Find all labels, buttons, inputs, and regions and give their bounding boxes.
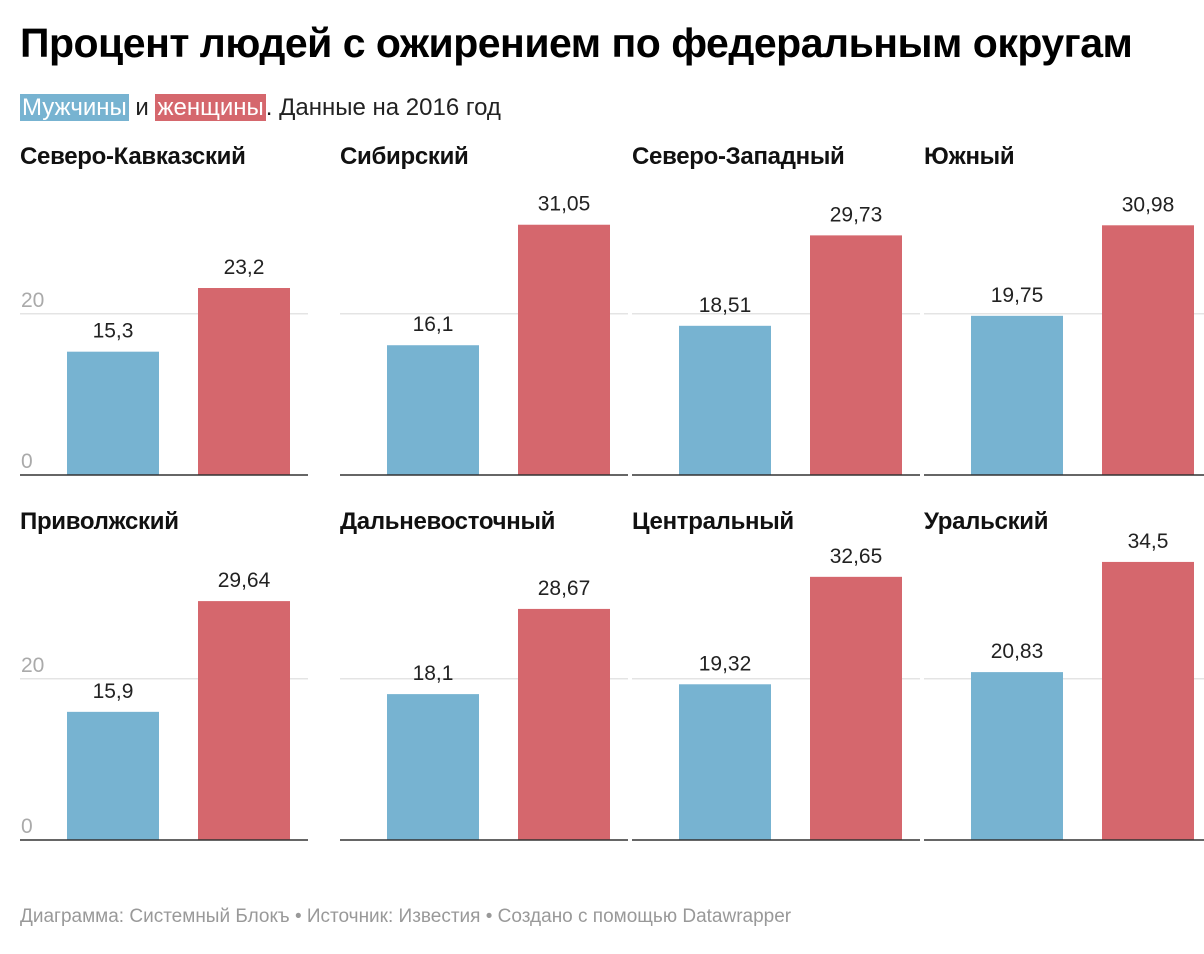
region-title: Уральский bbox=[924, 508, 1049, 535]
bar-women bbox=[518, 608, 610, 840]
bar-value-label: 20,83 bbox=[991, 640, 1044, 663]
y-tick-label: 0 bbox=[21, 450, 33, 473]
bar-women bbox=[810, 235, 902, 475]
bar-value-label: 18,1 bbox=[413, 662, 454, 685]
region-title: Северо-Западный bbox=[632, 143, 845, 170]
region-title: Приволжский bbox=[20, 508, 179, 535]
bar-women bbox=[1102, 561, 1194, 840]
region-panel: Центральный 19,32 32,65 bbox=[632, 508, 922, 848]
chart-footer: Диаграмма: Системный Блокъ • Источник: И… bbox=[20, 906, 792, 927]
region-title: Северо-Кавказский bbox=[20, 143, 246, 170]
bar-men bbox=[971, 672, 1063, 840]
bar-value-label: 18,51 bbox=[699, 294, 752, 317]
bar-men bbox=[679, 684, 771, 840]
bar-value-label: 32,65 bbox=[830, 545, 883, 568]
bar-men bbox=[387, 345, 479, 475]
region-chart: 18,1 28,67 bbox=[340, 577, 628, 841]
legend-men: Мужчины bbox=[20, 94, 129, 121]
bar-value-label: 15,9 bbox=[93, 680, 134, 703]
legend-women: женщины bbox=[155, 94, 266, 121]
region-chart: 18,51 29,73 bbox=[632, 203, 920, 476]
bar-men bbox=[679, 325, 771, 475]
bar-women bbox=[518, 224, 610, 475]
bar-men bbox=[67, 351, 159, 475]
region-panel: Северо-Кавказский 0 20 15,3 23,2 bbox=[20, 143, 310, 483]
bar-value-label: 16,1 bbox=[413, 313, 454, 336]
bar-value-label: 28,67 bbox=[538, 577, 591, 600]
bar-value-label: 29,64 bbox=[218, 569, 271, 592]
region-panel: Северо-Западный 18,51 29,73 bbox=[632, 143, 922, 483]
bar-value-label: 19,32 bbox=[699, 652, 752, 675]
bar-value-label: 29,73 bbox=[830, 203, 883, 226]
chart-subtitle: Мужчины и женщины. Данные на 2016 год bbox=[20, 92, 501, 124]
region-panel: Приволжский 0 20 15,9 29,64 bbox=[20, 508, 310, 848]
bar-men bbox=[971, 315, 1063, 475]
bar-women bbox=[198, 601, 290, 840]
region-chart: 19,75 30,98 bbox=[924, 193, 1204, 476]
y-tick-label: 20 bbox=[21, 289, 44, 312]
y-tick-label: 20 bbox=[21, 654, 44, 677]
region-chart: 19,32 32,65 bbox=[632, 545, 920, 841]
region-title: Южный bbox=[924, 143, 1015, 170]
bar-value-label: 34,5 bbox=[1128, 530, 1169, 553]
bar-women bbox=[1102, 225, 1194, 475]
bar-men bbox=[387, 694, 479, 840]
bar-value-label: 31,05 bbox=[538, 193, 591, 216]
region-chart: 0 20 15,3 23,2 bbox=[20, 256, 308, 476]
region-panel: Уральский 20,83 34,5 bbox=[924, 508, 1204, 848]
bar-value-label: 23,2 bbox=[224, 256, 265, 279]
region-title: Центральный bbox=[632, 508, 794, 535]
region-panel: Сибирский 16,1 31,05 bbox=[340, 143, 630, 483]
bar-value-label: 19,75 bbox=[991, 284, 1044, 307]
region-title: Сибирский bbox=[340, 143, 469, 170]
bar-women bbox=[810, 576, 902, 840]
legend-and: и bbox=[135, 94, 149, 121]
bar-men bbox=[67, 711, 159, 840]
region-chart: 16,1 31,05 bbox=[340, 193, 628, 476]
chart-title: Процент людей с ожирением по федеральным… bbox=[20, 20, 1133, 66]
bar-value-label: 15,3 bbox=[93, 320, 134, 343]
region-chart: 0 20 15,9 29,64 bbox=[20, 569, 308, 841]
region-panel: Дальневосточный 18,1 28,67 bbox=[340, 508, 630, 848]
region-title: Дальневосточный bbox=[340, 508, 556, 535]
y-tick-label: 0 bbox=[21, 815, 33, 838]
bar-women bbox=[198, 288, 290, 475]
region-panel: Южный 19,75 30,98 bbox=[924, 143, 1204, 483]
subtitle-date: . Данные на 2016 год bbox=[265, 94, 501, 121]
region-chart: 20,83 34,5 bbox=[924, 530, 1204, 841]
bar-value-label: 30,98 bbox=[1122, 193, 1175, 216]
